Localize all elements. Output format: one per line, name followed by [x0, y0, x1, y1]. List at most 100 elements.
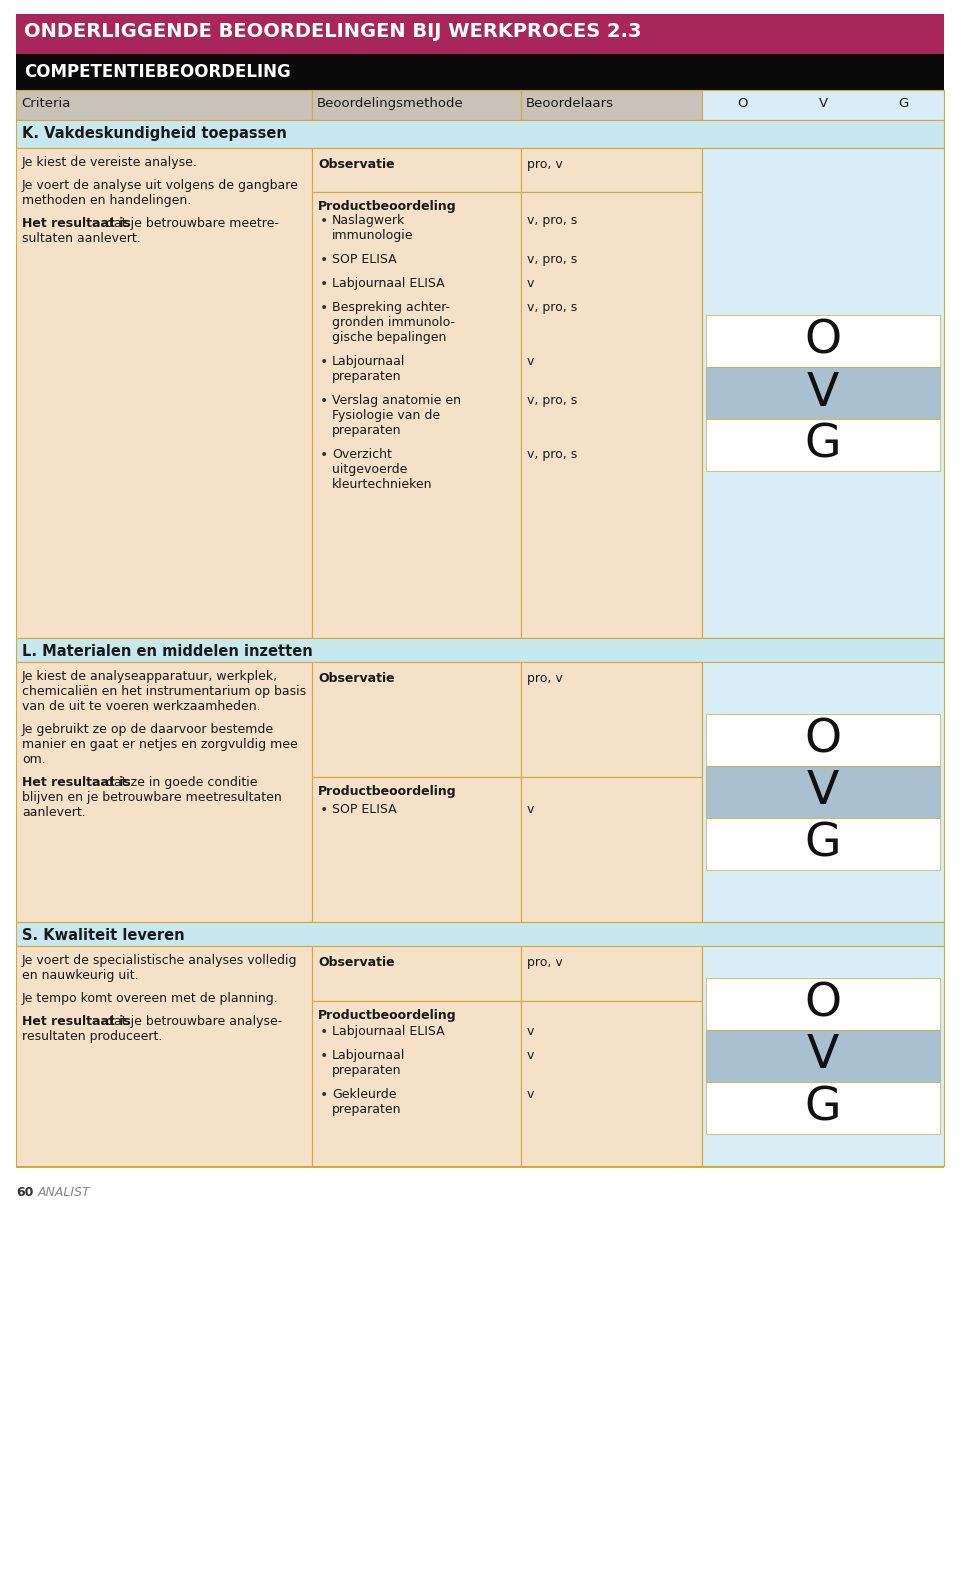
Text: preparaten: preparaten — [332, 369, 401, 384]
Text: Labjournaal: Labjournaal — [332, 355, 405, 368]
Text: v, pro, s: v, pro, s — [527, 214, 577, 227]
Text: pro, v: pro, v — [527, 956, 563, 968]
Bar — [702, 946, 944, 1167]
Bar — [16, 54, 944, 90]
Text: Beoordelaars: Beoordelaars — [526, 97, 614, 109]
Text: pro, v: pro, v — [527, 672, 563, 685]
Text: blijven en je betrouwbare meetresultaten: blijven en je betrouwbare meetresultaten — [22, 791, 281, 804]
Bar — [16, 639, 944, 663]
Text: •: • — [320, 449, 328, 461]
Text: Productbeoordeling: Productbeoordeling — [318, 1010, 457, 1022]
Text: methoden en handelingen.: methoden en handelingen. — [22, 193, 191, 208]
Bar — [521, 777, 702, 922]
Text: G: G — [804, 1086, 841, 1130]
Bar — [521, 90, 702, 120]
Text: L. Materialen en middelen inzetten: L. Materialen en middelen inzetten — [22, 644, 313, 659]
Text: G: G — [804, 423, 841, 468]
Text: Productbeoordeling: Productbeoordeling — [318, 200, 457, 212]
Bar — [312, 946, 521, 1002]
Text: v: v — [527, 1025, 535, 1038]
Text: preparaten: preparaten — [332, 425, 401, 437]
Text: S. Kwaliteit leveren: S. Kwaliteit leveren — [22, 927, 184, 943]
Text: kleurtechnieken: kleurtechnieken — [332, 479, 433, 491]
Bar — [702, 147, 944, 639]
Bar — [312, 663, 521, 777]
Text: v: v — [527, 1049, 535, 1062]
Bar — [706, 1030, 940, 1083]
Bar — [706, 368, 940, 418]
Bar — [521, 147, 702, 192]
Bar — [706, 766, 940, 818]
Bar — [312, 777, 521, 922]
Text: •: • — [320, 1025, 328, 1040]
Text: Het resultaat is: Het resultaat is — [22, 217, 131, 230]
Text: O: O — [737, 97, 748, 109]
Text: Je tempo komt overeen met de planning.: Je tempo komt overeen met de planning. — [22, 992, 278, 1005]
Text: K. Vakdeskundigheid toepassen: K. Vakdeskundigheid toepassen — [22, 125, 287, 141]
Text: Naslagwerk: Naslagwerk — [332, 214, 405, 227]
Text: ONDERLIGGENDE BEOORDELINGEN BIJ WERKPROCES 2.3: ONDERLIGGENDE BEOORDELINGEN BIJ WERKPROC… — [24, 22, 641, 41]
Text: dat je betrouwbare analyse-: dat je betrouwbare analyse- — [102, 1014, 282, 1029]
Text: V: V — [806, 1033, 839, 1078]
Text: v: v — [527, 1087, 535, 1102]
Text: uitgevoerde: uitgevoerde — [332, 463, 407, 476]
Bar — [706, 418, 940, 471]
Text: O: O — [804, 718, 842, 762]
Bar — [706, 978, 940, 1030]
Text: v: v — [527, 355, 535, 368]
Bar — [312, 192, 521, 639]
Text: Je voert de specialistische analyses volledig: Je voert de specialistische analyses vol… — [22, 954, 298, 967]
Text: Je kiest de analyseapparatuur, werkplek,: Je kiest de analyseapparatuur, werkplek, — [22, 670, 278, 683]
Text: Observatie: Observatie — [318, 158, 395, 171]
Text: Beoordelingsmethode: Beoordelingsmethode — [317, 97, 464, 109]
Text: preparaten: preparaten — [332, 1064, 401, 1076]
Bar — [16, 922, 944, 946]
Text: dat je betrouwbare meetre-: dat je betrouwbare meetre- — [102, 217, 278, 230]
Text: v, pro, s: v, pro, s — [527, 449, 577, 461]
Text: G: G — [899, 97, 909, 109]
Bar — [706, 818, 940, 870]
Text: V: V — [806, 769, 839, 815]
Bar — [312, 1002, 521, 1167]
Text: v: v — [527, 804, 535, 816]
Text: v, pro, s: v, pro, s — [527, 254, 577, 266]
Text: sultaten aanlevert.: sultaten aanlevert. — [22, 231, 141, 246]
Text: •: • — [320, 804, 328, 816]
Text: •: • — [320, 1087, 328, 1102]
Text: Fysiologie van de: Fysiologie van de — [332, 409, 440, 422]
Bar — [521, 1002, 702, 1167]
Text: van de uit te voeren werkzaamheden.: van de uit te voeren werkzaamheden. — [22, 701, 260, 713]
Text: Productbeoordeling: Productbeoordeling — [318, 785, 457, 797]
Text: gronden immunolo-: gronden immunolo- — [332, 315, 455, 330]
Text: en nauwkeurig uit.: en nauwkeurig uit. — [22, 968, 138, 983]
Bar — [521, 946, 702, 1002]
Text: v: v — [527, 277, 535, 290]
Text: chemicaliën en het instrumentarium op basis: chemicaliën en het instrumentarium op ba… — [22, 685, 306, 697]
Text: Observatie: Observatie — [318, 956, 395, 968]
Text: Gekleurde: Gekleurde — [332, 1087, 396, 1102]
Text: om.: om. — [22, 753, 46, 766]
Text: V: V — [819, 97, 828, 109]
Text: resultaten produceert.: resultaten produceert. — [22, 1030, 162, 1043]
Text: gische bepalingen: gische bepalingen — [332, 331, 446, 344]
Text: Observatie: Observatie — [318, 672, 395, 685]
Text: SOP ELISA: SOP ELISA — [332, 254, 396, 266]
Bar — [16, 147, 312, 639]
Text: O: O — [804, 981, 842, 1027]
Bar — [702, 663, 944, 922]
Text: Bespreking achter-: Bespreking achter- — [332, 301, 450, 314]
Text: •: • — [320, 1049, 328, 1064]
Text: Je gebruikt ze op de daarvoor bestemde: Je gebruikt ze op de daarvoor bestemde — [22, 723, 275, 735]
Text: Het resultaat is: Het resultaat is — [22, 777, 131, 789]
Text: ANALIST: ANALIST — [38, 1186, 90, 1198]
Text: manier en gaat er netjes en zorgvuldig mee: manier en gaat er netjes en zorgvuldig m… — [22, 739, 298, 751]
Bar — [312, 90, 521, 120]
Text: Criteria: Criteria — [21, 97, 70, 109]
Text: Labjournaal ELISA: Labjournaal ELISA — [332, 277, 444, 290]
Bar — [312, 147, 521, 192]
Bar — [16, 663, 312, 922]
Text: pro, v: pro, v — [527, 158, 563, 171]
Text: v, pro, s: v, pro, s — [527, 301, 577, 314]
Bar — [706, 315, 940, 368]
Text: Je kiest de vereiste analyse.: Je kiest de vereiste analyse. — [22, 155, 198, 170]
